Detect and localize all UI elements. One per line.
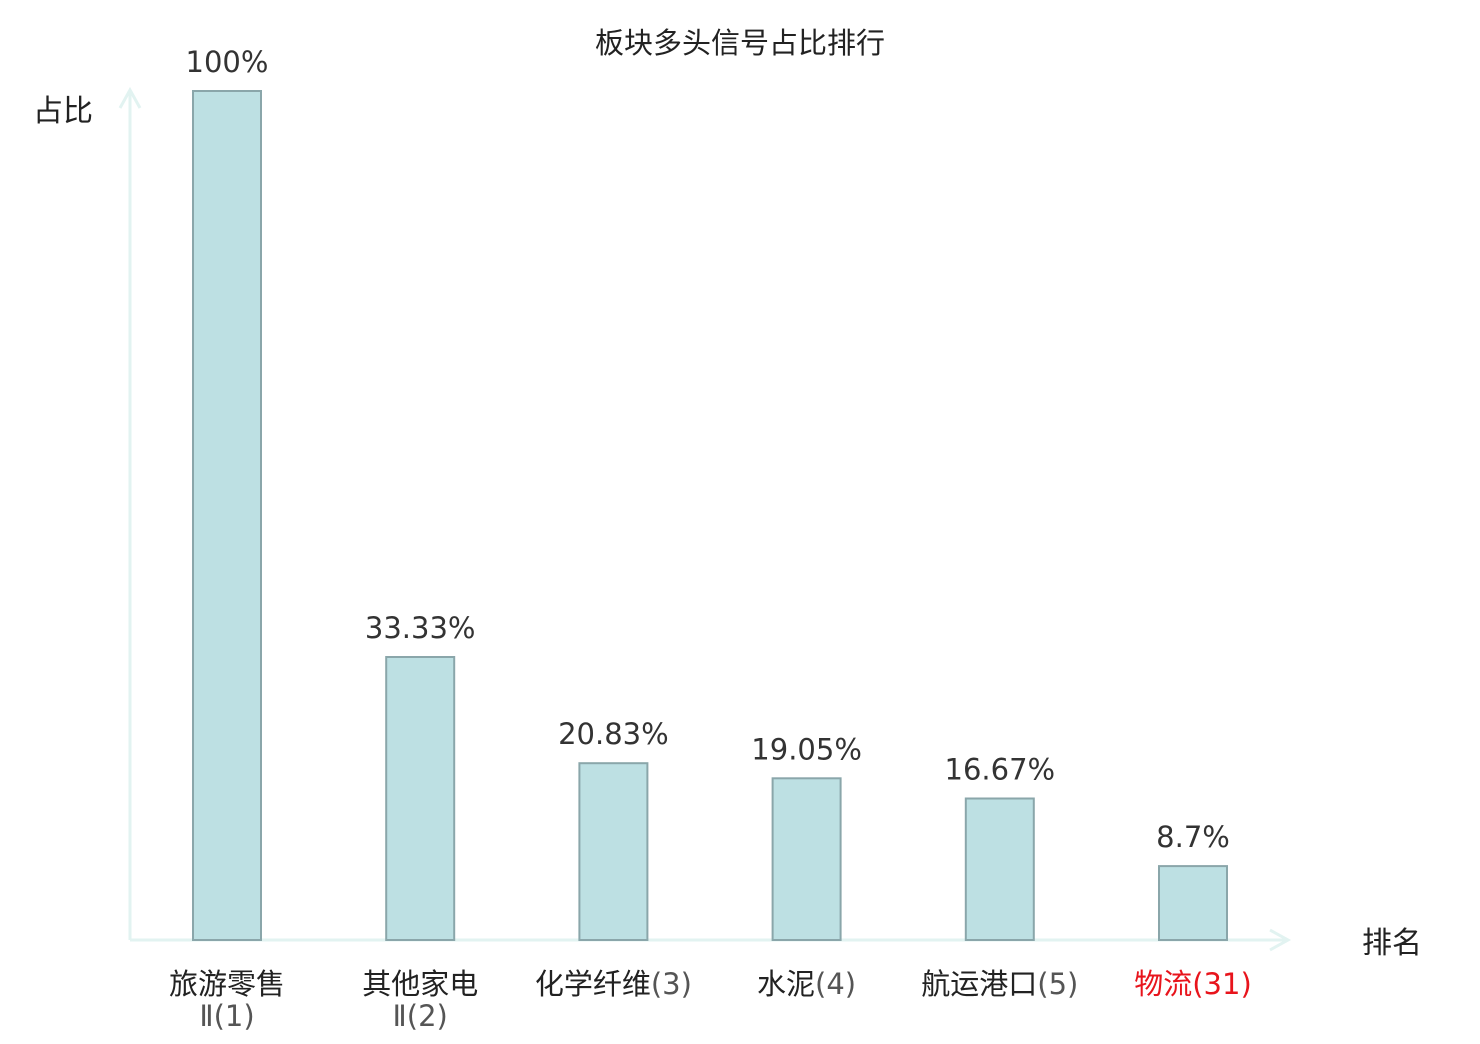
bar-value-label: 33.33%: [365, 611, 476, 645]
x-tick-label: 化学纤维(3): [535, 967, 692, 1001]
bar: [964, 797, 1035, 941]
bar-value-label: 100%: [186, 45, 269, 79]
value-labels-group: 100% 33.33% 20.83% 19.05% 16.67% 8.7%: [186, 45, 1230, 854]
bar-value-label: 8.7%: [1156, 820, 1230, 854]
y-axis-label: 占比: [33, 94, 93, 129]
bar: [1158, 865, 1228, 941]
bar-value-label: 20.83%: [558, 717, 669, 751]
axes: [118, 86, 1292, 952]
chart-title: 板块多头信号占比排行: [595, 26, 885, 60]
bar-value-label: 16.67%: [945, 753, 1056, 787]
bar: [771, 777, 842, 941]
x-tick-label: 水泥(4): [757, 967, 856, 1001]
bar: [578, 762, 649, 942]
x-tick-label: 航运港口(5): [921, 967, 1078, 1001]
bar: [192, 90, 262, 941]
y-axis-arrow-icon: [118, 86, 142, 109]
x-tick-label: 旅游零售 Ⅱ(1): [169, 967, 285, 1033]
x-tick-labels-group: 旅游零售 Ⅱ(1) 其他家电 Ⅱ(2) 化学纤维(3) 水泥(4) 航运港口(5) 物流(31…: [169, 967, 1252, 1033]
x-axis-arrow-icon: [1269, 928, 1292, 952]
bar: [385, 656, 456, 941]
bars-group: [192, 90, 1228, 942]
bar-value-label: 19.05%: [751, 732, 862, 766]
x-axis-label: 排名: [1362, 926, 1422, 961]
x-tick-label: 物流(31): [1134, 967, 1252, 1001]
x-tick-label: 其他家电 Ⅱ(2): [362, 967, 478, 1033]
